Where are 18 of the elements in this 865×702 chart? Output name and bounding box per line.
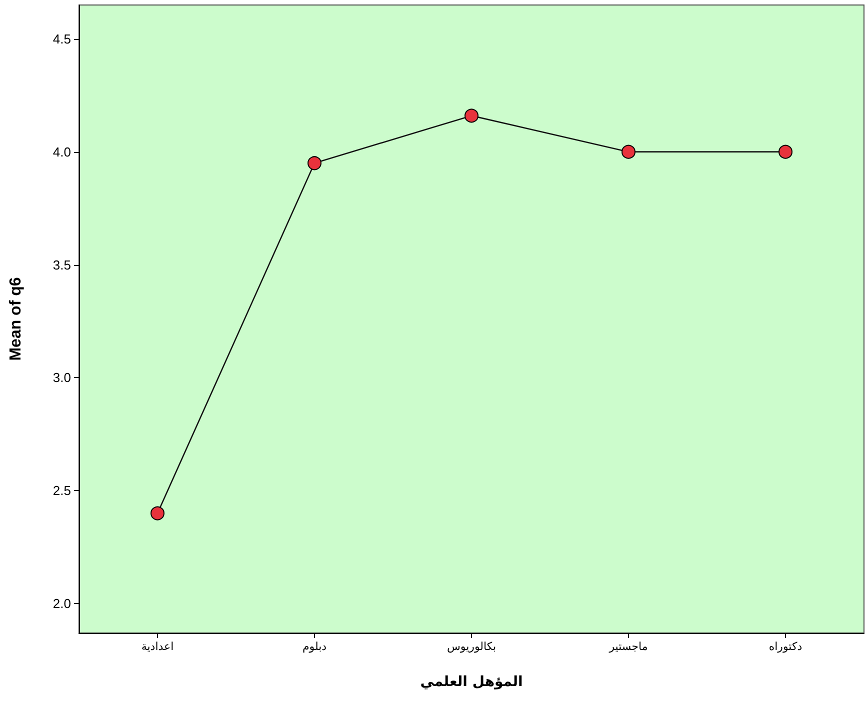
point [150,506,164,520]
x-tick-label: دبلوم [302,640,327,653]
x-tick-label: ماجستير [608,640,648,653]
y-tick-label: 2.0 [52,596,71,612]
x-tick-label: دكتوراه [768,640,802,653]
point [464,108,478,123]
x-axis-title: المؤهل العلمي [420,674,523,690]
point [778,144,792,159]
y-tick-label: 4.0 [52,144,71,160]
y-axis-title: Mean of q6 [8,277,24,361]
y-tick-label: 4.5 [52,31,71,46]
y-tick-label: 2.5 [52,483,71,498]
y-tick-label: 3.0 [52,370,71,386]
y-tick-label: 3.5 [52,257,71,272]
x-tick-label: بكالوريوس [446,640,496,653]
point [308,156,322,170]
x-tick-label: اعدادية [141,640,174,653]
point [622,144,636,159]
